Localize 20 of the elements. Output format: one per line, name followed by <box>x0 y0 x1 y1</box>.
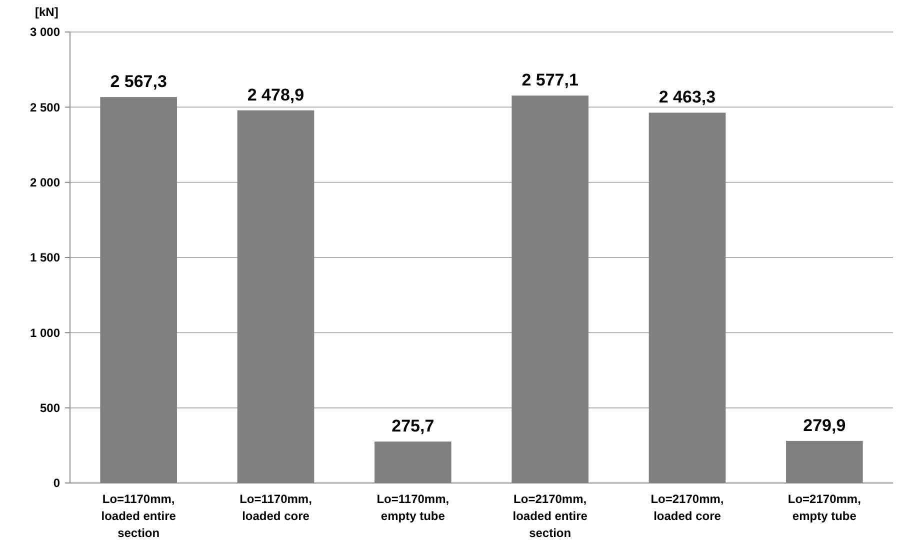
x-tick-label: Lo=2170mm, loaded core <box>650 492 724 523</box>
y-tick-label: 1 000 <box>30 326 60 340</box>
data-label: 275,7 <box>392 416 434 436</box>
y-tick-label: 2 500 <box>30 100 60 114</box>
x-tick-label: Lo=1170mm, loaded entire section <box>101 492 176 540</box>
data-label: 2 567,3 <box>110 72 167 92</box>
data-label: 2 463,3 <box>658 88 716 107</box>
y-tick-label: 500 <box>40 401 60 416</box>
data-label: 279,9 <box>803 416 846 435</box>
x-tick-label: Lo=1170mm, empty tube <box>376 492 450 523</box>
data-label: 2 478,9 <box>247 85 304 104</box>
y-tick-label: 0 <box>53 476 60 490</box>
x-tick-label: Lo=2170mm, empty tube <box>788 492 861 523</box>
y-tick-label: 1 500 <box>30 250 60 265</box>
y-axis-title: [kN] <box>35 5 58 19</box>
x-tick-label: Lo=1170mm, loaded core <box>240 492 312 523</box>
x-tick-label: Lo=2170mm, loaded entire section <box>512 492 588 540</box>
data-label: 2 577,1 <box>522 70 578 90</box>
y-tick-label: 3 000 <box>30 25 60 40</box>
y-tick-label: 2 000 <box>30 176 60 190</box>
